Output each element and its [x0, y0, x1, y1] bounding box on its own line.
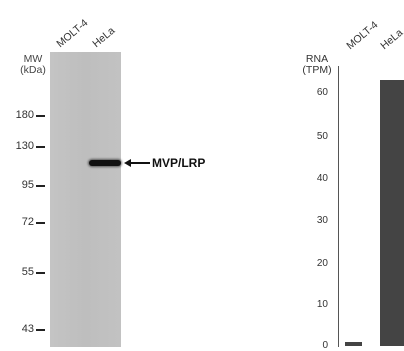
- marker-label-130: 130: [15, 140, 34, 152]
- rna-tick-10: 10: [316, 299, 328, 310]
- rna-axis-title: RNA (TPM): [298, 54, 336, 76]
- protein-band: [89, 160, 121, 166]
- marker-tick-43: [36, 329, 45, 331]
- marker-tick-55: [36, 272, 45, 274]
- rna-lane-label-hela: HeLa: [378, 26, 404, 52]
- rna-title-line1: RNA: [305, 53, 329, 65]
- lane-label-molt4: MOLT-4: [54, 16, 91, 50]
- arrow-shaft: [130, 162, 150, 164]
- marker-label-72: 72: [21, 216, 34, 228]
- rna-lane-label-molt4: MOLT-4: [344, 18, 381, 52]
- rna-bar-hela: [380, 80, 404, 346]
- rna-title-line2: (TPM): [302, 64, 332, 76]
- blot-membrane: [50, 52, 121, 347]
- marker-label-55: 55: [21, 266, 34, 278]
- marker-tick-130: [36, 146, 45, 148]
- lane-label-hela: HeLa: [90, 24, 118, 50]
- arrow-left-icon: [124, 159, 131, 167]
- rna-bar-molt4: [345, 341, 362, 346]
- marker-tick-95: [36, 185, 45, 187]
- marker-label-180: 180: [15, 109, 34, 121]
- mw-title-line2: (kDa): [20, 64, 46, 76]
- mw-title-line1: MW: [23, 53, 43, 65]
- rna-tick-50: 50: [316, 131, 328, 142]
- marker-tick-180: [36, 115, 45, 117]
- mw-title: MW (kDa): [18, 54, 48, 76]
- rna-tick-30: 30: [316, 215, 328, 226]
- protein-label: MVP/LRP: [152, 156, 206, 170]
- rna-tick-60: 60: [316, 87, 328, 98]
- marker-tick-72: [36, 222, 45, 224]
- rna-tick-0: 0: [322, 340, 328, 351]
- rna-tick-20: 20: [316, 258, 328, 269]
- rna-tick-40: 40: [316, 173, 328, 184]
- marker-label-43: 43: [21, 323, 34, 335]
- marker-label-95: 95: [21, 179, 34, 191]
- rna-y-axis: [338, 66, 339, 347]
